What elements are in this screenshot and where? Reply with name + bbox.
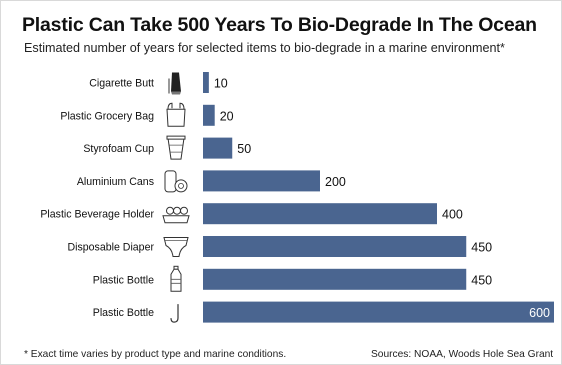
bar [203,72,209,93]
value-label: 600 [529,306,550,320]
value-label: 10 [214,77,228,91]
category-label: Cigarette Butt [89,78,154,90]
category-label: Aluminium Cans [77,176,154,188]
source-credit: Sources: NOAA, Woods Hole Sea Grant [371,349,554,360]
category-label: Disposable Diaper [67,242,154,254]
bar [203,236,467,257]
footnote: * Exact time varies by product type and … [24,349,287,360]
chart-subtitle: Estimated number of years for selected i… [24,41,505,55]
category-label: Plastic Grocery Bag [60,110,154,122]
diaper-icon [163,237,189,257]
beverage-holder-icon [162,206,190,224]
bar [203,104,215,126]
bar [203,301,554,323]
bar-chart: Cigarette Butt 10 Plastic Grocery Bag 20 Sty… [40,72,554,323]
plastic-bottle-icon [170,265,182,292]
fishing-line-icon [170,304,179,323]
bar [203,170,320,192]
grocery-bag-icon [166,102,186,127]
value-label: 400 [442,208,463,222]
value-label: 50 [237,142,251,156]
styrofoam-cup-icon [166,135,186,160]
cigarette-butt-icon [168,72,181,95]
bar [203,203,437,225]
chart-title: Plastic Can Take 500 Years To Bio-Degrad… [22,14,537,36]
category-label: Styrofoam Cup [83,143,154,155]
value-label: 200 [325,175,346,189]
bar [203,268,467,290]
value-label: 450 [471,273,492,287]
value-label: 20 [220,109,234,123]
category-label: Plastic Bottle [93,307,154,319]
value-label: 450 [471,241,492,255]
bar [203,137,233,159]
aluminium-cans-icon [164,170,188,193]
category-label: Plastic Beverage Holder [40,209,154,221]
category-label: Plastic Bottle [93,274,154,286]
